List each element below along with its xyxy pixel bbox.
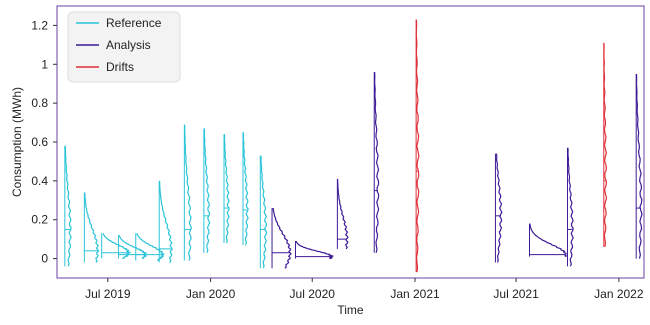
- x-tick-label: Jul 2019: [85, 287, 131, 301]
- y-tick-label: 0.6: [31, 135, 48, 149]
- distribution-curve: [336, 178, 349, 250]
- distribution-curve: [567, 147, 574, 267]
- distribution-curve: [158, 180, 173, 263]
- y-tick-label: 0.8: [31, 96, 48, 110]
- distribution-curve: [295, 240, 334, 260]
- distribution-curve: [495, 153, 503, 263]
- x-axis-label: Time: [337, 303, 364, 317]
- legend: Reference Analysis Drifts: [67, 11, 181, 83]
- distribution-curve: [84, 192, 100, 263]
- distribution-curve: [529, 223, 568, 258]
- distribution-curve: [64, 145, 72, 267]
- distribution-curve: [272, 207, 292, 269]
- distribution-curve: [203, 128, 211, 253]
- y-axis-label: Consumption (MWh): [10, 87, 24, 197]
- y-tick-label: 1.2: [31, 18, 48, 32]
- distribution-layer: [64, 19, 643, 273]
- distribution-curve: [223, 134, 230, 244]
- series-analysis: [271, 72, 643, 269]
- y-tick-label: 1: [41, 57, 48, 71]
- x-tick-label: Jan 2021: [390, 287, 440, 301]
- y-tick-label: 0.4: [31, 174, 48, 188]
- distribution-curve: [184, 124, 193, 261]
- legend-label: Analysis: [106, 38, 151, 52]
- distribution-curve: [374, 72, 380, 253]
- y-tick-label: 0.2: [31, 213, 48, 227]
- x-axis-ticks: Jul 2019 Jan 2020 Jul 2020 Jan 2021 Jul 2021…: [85, 278, 644, 301]
- legend-label: Reference: [106, 16, 162, 30]
- distribution-curve: [136, 233, 166, 262]
- distribution-curve: [260, 155, 268, 269]
- x-tick-label: Jul 2020: [290, 287, 336, 301]
- series-reference: [64, 124, 268, 269]
- distribution-curve: [242, 132, 249, 246]
- x-tick-label: Jan 2022: [594, 287, 644, 301]
- series-drifts: [415, 19, 608, 273]
- distribution-curve: [415, 19, 420, 273]
- distribution-curve: [635, 73, 643, 259]
- legend-box: [67, 11, 181, 83]
- y-axis-ticks: 0 0.2 0.4 0.6 0.8 1 1.2: [31, 18, 57, 266]
- distribution-curve: [603, 42, 608, 248]
- y-tick-label: 0: [41, 252, 48, 266]
- legend-label: Drifts: [106, 60, 134, 74]
- x-tick-label: Jan 2020: [186, 287, 236, 301]
- x-tick-label: Jul 2021: [493, 287, 539, 301]
